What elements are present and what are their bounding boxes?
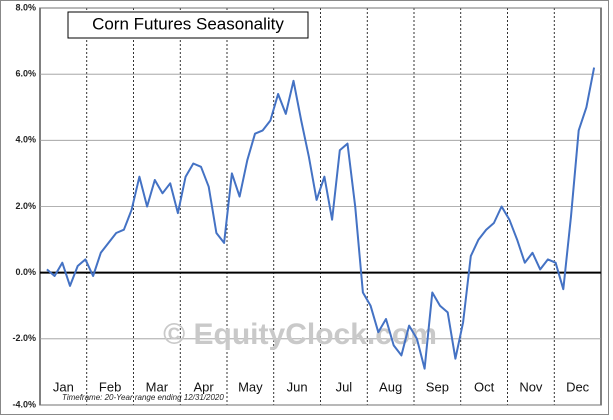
watermark: © EquityClock.com — [163, 318, 437, 351]
y-tick-label: 8.0% — [15, 2, 36, 12]
x-tick-label: Oct — [474, 379, 495, 394]
data-line — [46, 67, 596, 370]
x-tick-label: Aug — [379, 379, 402, 394]
y-tick-label: 4.0% — [15, 135, 36, 145]
footnote: Timeframe: 20-Year range ending 12/31/20… — [62, 393, 224, 402]
y-tick-label: 6.0% — [15, 69, 36, 79]
x-tick-label: Jul — [336, 379, 353, 394]
x-tick-label: Jun — [287, 379, 308, 394]
y-tick-label: -4.0% — [12, 399, 36, 409]
x-tick-label: Feb — [99, 379, 121, 394]
y-tick-label: 0.0% — [15, 267, 36, 277]
x-tick-label: Sep — [426, 379, 449, 394]
x-tick-label: Mar — [146, 379, 169, 394]
chart-title: Corn Futures Seasonality — [92, 14, 284, 33]
x-tick-label: Apr — [194, 379, 215, 394]
x-tick-label: May — [238, 379, 263, 394]
y-tick-label: -2.0% — [12, 333, 36, 343]
y-tick-label: 2.0% — [15, 201, 36, 211]
x-tick-label: Dec — [566, 379, 590, 394]
x-tick-label: Jan — [53, 379, 74, 394]
title-box — [67, 11, 309, 39]
x-tick-label: Nov — [519, 379, 543, 394]
